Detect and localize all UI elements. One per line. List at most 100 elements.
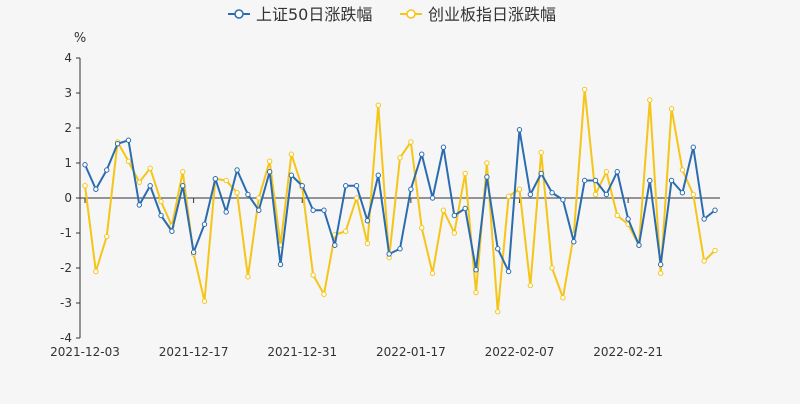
data-point[interactable] <box>495 309 501 315</box>
data-point[interactable] <box>234 190 240 196</box>
data-point[interactable] <box>266 158 273 164</box>
data-point[interactable] <box>147 183 153 189</box>
data-point[interactable] <box>647 97 653 103</box>
data-point[interactable] <box>408 139 414 145</box>
data-point[interactable] <box>516 186 523 192</box>
data-point[interactable] <box>397 246 403 252</box>
legend-item[interactable]: 上证50日涨跌幅 <box>228 5 372 24</box>
data-point[interactable] <box>603 191 610 198</box>
data-point[interactable] <box>245 274 251 280</box>
data-point[interactable] <box>245 191 251 198</box>
data-point[interactable] <box>310 272 316 278</box>
data-point[interactable] <box>505 268 512 275</box>
data-point[interactable] <box>603 169 610 175</box>
data-point[interactable] <box>234 167 240 173</box>
data-point[interactable] <box>462 170 468 177</box>
data-point[interactable] <box>516 127 523 133</box>
data-point[interactable] <box>386 251 392 257</box>
data-point[interactable] <box>158 212 164 219</box>
data-point[interactable] <box>538 170 544 177</box>
data-point[interactable] <box>147 165 153 171</box>
data-point[interactable] <box>136 202 143 208</box>
data-point[interactable] <box>614 212 620 219</box>
data-point[interactable] <box>712 207 718 213</box>
data-point[interactable] <box>364 218 371 224</box>
data-point[interactable] <box>375 102 381 108</box>
data-point[interactable] <box>451 230 458 236</box>
data-point[interactable] <box>93 186 99 192</box>
data-point[interactable] <box>310 207 316 213</box>
data-point[interactable] <box>190 249 197 255</box>
data-point[interactable] <box>701 216 707 222</box>
data-point[interactable] <box>636 242 642 248</box>
data-point[interactable] <box>321 291 327 297</box>
data-point[interactable] <box>614 169 620 175</box>
data-point[interactable] <box>668 177 675 184</box>
data-point[interactable] <box>266 169 273 175</box>
data-point[interactable] <box>104 233 110 240</box>
data-point[interactable] <box>158 198 164 205</box>
data-point[interactable] <box>342 183 349 189</box>
data-point[interactable] <box>364 240 371 247</box>
data-point[interactable] <box>473 267 479 273</box>
data-point[interactable] <box>332 242 338 248</box>
data-point[interactable] <box>560 295 566 301</box>
data-point[interactable] <box>256 195 262 201</box>
data-point[interactable] <box>538 149 544 156</box>
data-point[interactable] <box>201 298 208 304</box>
data-point[interactable] <box>223 177 229 184</box>
legend[interactable]: 上证50日涨跌幅 创业板指日涨跌幅 <box>228 5 556 24</box>
data-point[interactable] <box>277 261 284 268</box>
data-point[interactable] <box>288 151 295 157</box>
data-point[interactable] <box>560 197 566 203</box>
data-point[interactable] <box>114 141 121 147</box>
data-point[interactable] <box>625 216 631 222</box>
data-point[interactable] <box>690 144 696 150</box>
data-point[interactable] <box>288 172 295 178</box>
data-point[interactable] <box>408 186 414 192</box>
data-point[interactable] <box>440 144 447 150</box>
data-point[interactable] <box>342 228 349 234</box>
data-point[interactable] <box>657 270 664 276</box>
data-point[interactable] <box>679 167 686 173</box>
data-point[interactable] <box>125 137 132 143</box>
data-point[interactable] <box>180 183 186 189</box>
data-point[interactable] <box>712 247 718 254</box>
data-point[interactable] <box>592 191 599 198</box>
data-point[interactable] <box>93 268 99 275</box>
data-point[interactable] <box>201 221 208 227</box>
data-point[interactable] <box>375 172 381 178</box>
data-point[interactable] <box>397 155 403 161</box>
data-point[interactable] <box>321 207 327 213</box>
data-point[interactable] <box>690 191 696 198</box>
data-point[interactable] <box>419 151 425 157</box>
data-point[interactable] <box>212 176 219 182</box>
data-point[interactable] <box>571 239 577 245</box>
data-point[interactable] <box>527 282 534 289</box>
data-point[interactable] <box>505 193 512 199</box>
data-point[interactable] <box>419 225 425 231</box>
data-point[interactable] <box>180 169 186 175</box>
data-point[interactable] <box>647 177 653 184</box>
data-point[interactable] <box>549 190 555 196</box>
data-point[interactable] <box>429 270 436 276</box>
data-point[interactable] <box>82 162 88 168</box>
data-point[interactable] <box>701 258 707 264</box>
data-point[interactable] <box>299 183 305 189</box>
data-point[interactable] <box>473 289 479 296</box>
data-point[interactable] <box>657 261 664 268</box>
data-point[interactable] <box>462 205 468 212</box>
data-point[interactable] <box>549 265 555 271</box>
legend-item[interactable]: 创业板指日涨跌幅 <box>400 5 556 24</box>
data-point[interactable] <box>527 191 534 198</box>
data-point[interactable] <box>495 246 501 252</box>
data-point[interactable] <box>125 158 132 164</box>
data-point[interactable] <box>353 183 360 189</box>
data-point[interactable] <box>82 183 88 189</box>
data-point[interactable] <box>104 167 110 173</box>
data-point[interactable] <box>484 160 490 166</box>
data-point[interactable] <box>223 209 229 215</box>
data-point[interactable] <box>169 228 175 234</box>
data-point[interactable] <box>668 106 675 112</box>
data-point[interactable] <box>440 207 447 213</box>
